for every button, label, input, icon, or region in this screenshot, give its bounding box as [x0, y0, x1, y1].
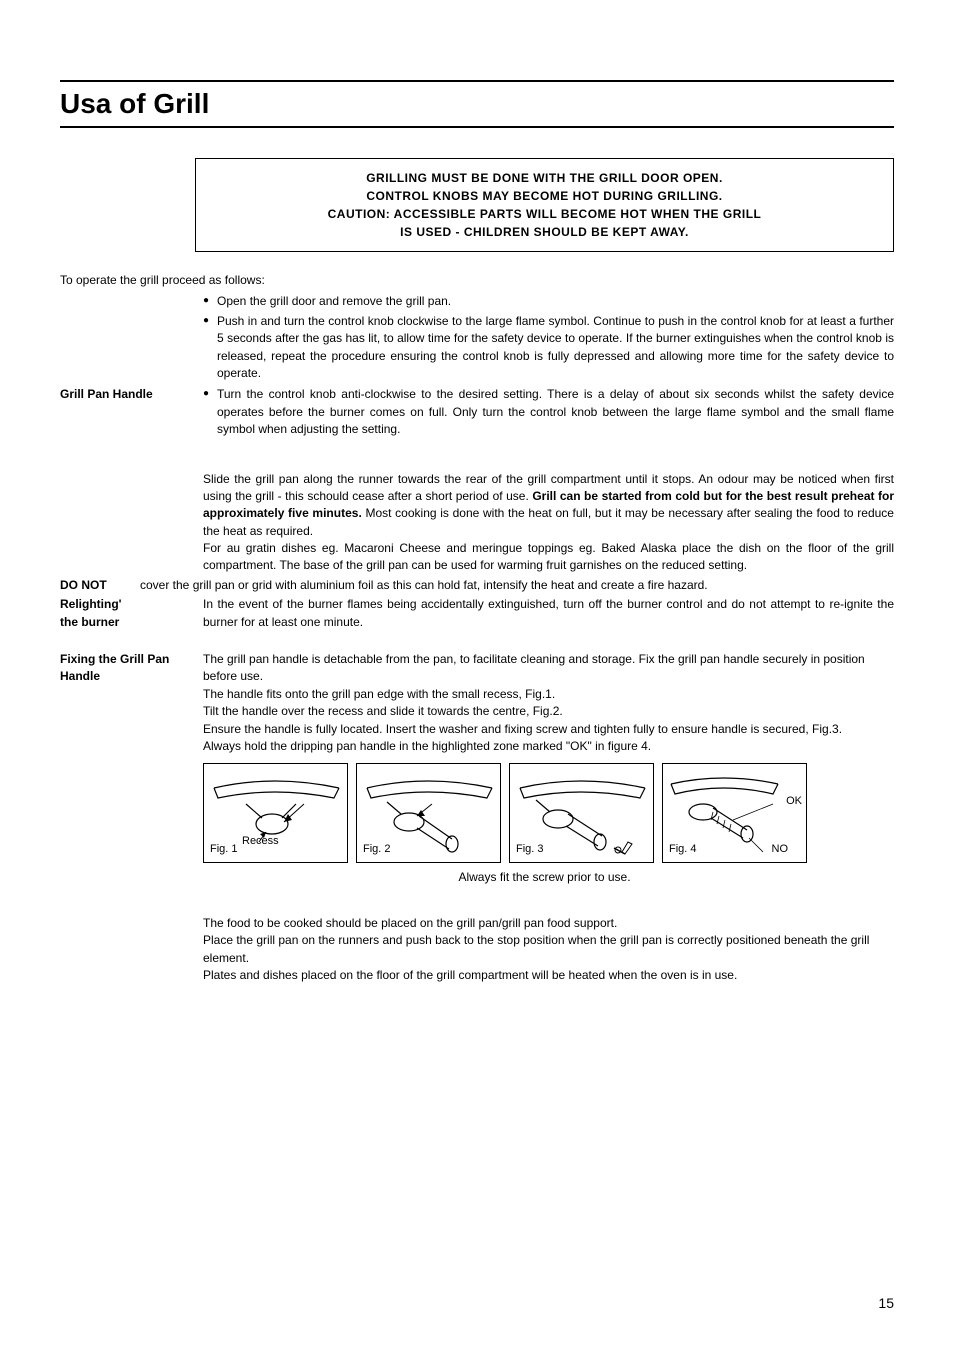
content-area: To operate the grill proceed as follows:… — [60, 272, 894, 984]
fixing-row: Fixing the Grill Pan Handle The grill pa… — [60, 651, 894, 863]
para-text: Ensure the handle is fully located. Inse… — [203, 721, 894, 738]
spacer — [60, 443, 894, 471]
figure-1: Recess Fig. 1 — [203, 763, 348, 863]
figure-4: OK NO Fig. 4 — [662, 763, 807, 863]
para-text: The food to be cooked should be placed o… — [203, 915, 894, 932]
para-text: Tilt the handle over the recess and slid… — [203, 703, 894, 720]
donot-body: cover the grill pan or grid with alumini… — [140, 577, 894, 594]
food-body: The food to be cooked should be placed o… — [203, 915, 894, 985]
figure-row: Recess Fig. 1 — [203, 763, 894, 863]
bullet-row-labeled: Grill Pan Handle Turn the control knob a… — [60, 386, 894, 440]
label-do-not: DO NOT — [60, 577, 140, 594]
relight-row: Relighting' the burner In the event of t… — [60, 596, 894, 631]
page-container: Usa of Grill GRILLING MUST BE DONE WITH … — [0, 0, 954, 1351]
para-text: For au gratin dishes eg. Macaroni Cheese… — [203, 541, 894, 572]
para-text: Always hold the dripping pan handle in t… — [203, 738, 894, 755]
warning-line: IS USED - CHILDREN SHOULD BE KEPT AWAY. — [216, 223, 873, 241]
bullet-list: Turn the control knob anti-clockwise to … — [203, 386, 894, 438]
label-fixing: Fixing the Grill Pan Handle — [60, 651, 203, 863]
page-number: 15 — [878, 1295, 894, 1311]
label-text: Fixing the Grill Pan — [60, 652, 169, 666]
para-text: Plates and dishes placed on the floor of… — [203, 967, 894, 984]
label-text: Handle — [60, 669, 100, 683]
page-title: Usa of Grill — [60, 88, 894, 120]
label-grill-pan-handle: Grill Pan Handle — [60, 386, 203, 440]
warning-line: CAUTION: ACCESSIBLE PARTS WILL BECOME HO… — [216, 205, 873, 223]
fig4-ok-label: OK — [786, 794, 802, 810]
spacer — [60, 633, 894, 651]
para-text: The handle fits onto the grill pan edge … — [203, 686, 894, 703]
para-row: Slide the grill pan along the runner tow… — [60, 471, 894, 575]
fig4-no-label: NO — [772, 842, 789, 858]
bullet-item: Push in and turn the control knob clockw… — [203, 313, 894, 383]
para-text: The grill pan handle is detachable from … — [203, 651, 894, 686]
donot-row: DO NOT cover the grill pan or grid with … — [60, 577, 894, 594]
spacer — [60, 887, 894, 915]
food-row: The food to be cooked should be placed o… — [60, 915, 894, 985]
fixing-body: The grill pan handle is detachable from … — [203, 651, 894, 863]
para-text: Place the grill pan on the runners and p… — [203, 932, 894, 967]
bullet-body: Turn the control knob anti-clockwise to … — [203, 386, 894, 440]
figure-2: Fig. 2 — [356, 763, 501, 863]
relight-body: In the event of the burner flames being … — [203, 596, 894, 631]
bullet-item: Open the grill door and remove the grill… — [203, 293, 894, 310]
bullet-row: Open the grill door and remove the grill… — [60, 293, 894, 384]
bullet-item: Turn the control knob anti-clockwise to … — [203, 386, 894, 438]
figure-caption: Always fit the screw prior to use. — [195, 869, 894, 886]
rule-top — [60, 80, 894, 82]
label-text: Relighting' — [60, 597, 122, 611]
label-relighting: Relighting' the burner — [60, 596, 203, 631]
fig3-label: Fig. 3 — [516, 842, 544, 858]
intro-text: To operate the grill proceed as follows: — [60, 272, 894, 289]
bullet-list: Open the grill door and remove the grill… — [203, 293, 894, 382]
fig1-label: Fig. 1 — [210, 842, 238, 858]
rule-under-title — [60, 126, 894, 128]
fig2-label: Fig. 2 — [363, 842, 391, 858]
label-empty — [60, 293, 203, 384]
warning-line: GRILLING MUST BE DONE WITH THE GRILL DOO… — [216, 169, 873, 187]
fig4-label: Fig. 4 — [669, 842, 697, 858]
label-text: the burner — [60, 615, 119, 629]
para-body: Slide the grill pan along the runner tow… — [203, 471, 894, 575]
bullet-body: Open the grill door and remove the grill… — [203, 293, 894, 384]
label-empty — [60, 471, 203, 575]
label-empty — [60, 915, 203, 985]
warning-line: CONTROL KNOBS MAY BECOME HOT DURING GRIL… — [216, 187, 873, 205]
fig1-recess-label: Recess — [242, 834, 279, 850]
figure-3: Fig. 3 — [509, 763, 654, 863]
warning-box: GRILLING MUST BE DONE WITH THE GRILL DOO… — [195, 158, 894, 252]
